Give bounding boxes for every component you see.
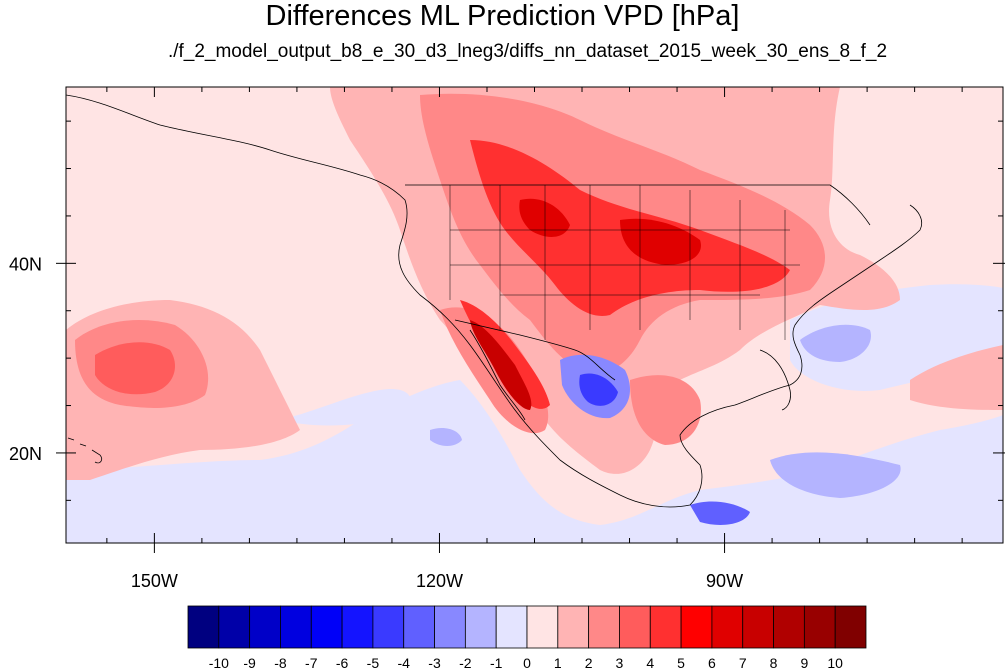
us-canada-border [405,184,871,226]
x-tick-label: 150W [131,571,178,591]
colorbar-swatch [187,605,220,649]
y-tick-label: 20N [9,444,42,464]
colorbar-swatch [434,605,466,649]
colorbar-label: -10 [208,655,229,671]
colorbar-swatch [803,605,836,649]
map-subtitle: ./f_2_model_output_b8_e_30_d3_lneg3/diff… [167,41,888,62]
colorbar-label: 4 [646,655,655,671]
colorbar-swatch [742,605,774,649]
colorbar-label: -3 [428,655,441,671]
contour-1-atlantic-east [910,345,1003,410]
colorbar-label: 8 [769,655,778,671]
contour-neg5-texas-core [579,373,618,406]
coastlines-and-borders [66,94,923,508]
colorbar [187,605,867,649]
colorbar-label: -9 [243,655,256,671]
colorbar-label: -4 [397,655,410,671]
colorbar-label: 0 [523,655,531,671]
contour-neg2-pacific-mexico [430,428,462,446]
colorbar-swatch [218,605,251,649]
colorbar-label: -6 [335,655,349,671]
colorbar-label: 9 [800,655,809,671]
contour-3-gulf [630,375,701,445]
colorbar-swatch [372,605,405,649]
axis-ticks: 150W 120W 90W 20N 40N [9,87,1005,591]
contour-neg4-caribbean [690,501,750,525]
colorbar-swatch [249,605,281,649]
colorbar-swatch [557,605,590,649]
x-tick-label: 120W [416,571,463,591]
colorbar-label: 6 [708,655,716,671]
contour-neg2-caribbean [770,452,901,498]
state-lines [449,185,800,340]
hawaii-islands [67,437,103,464]
colorbar-swatch [680,605,713,649]
contour-7-nebraska [519,198,570,237]
field-contours [66,87,1003,543]
colorbar-swatch [711,605,744,649]
colorbar-swatch [464,605,497,649]
north-america-coastline [66,94,923,508]
colorbar-swatch [834,605,867,649]
colorbar-label: -2 [459,655,472,671]
colorbar-label: 7 [738,655,747,671]
florida [759,349,791,411]
contour-neg2-florida [800,324,871,362]
colorbar-label: 5 [677,655,685,671]
us-mexico-border [454,319,616,381]
contour-neg1-pacific-south [280,389,411,426]
colorbar-swatch [403,605,435,649]
contour-8-california [470,320,532,410]
colorbar-swatch [280,605,312,649]
colorbar-swatch [649,605,682,649]
map-title: Differences ML Prediction VPD [hPa] [265,0,740,32]
contour-5-pacific-core [95,342,175,395]
colorbar-swatch [619,605,651,649]
x-tick-label: 90W [706,571,743,591]
colorbar-label: -7 [305,655,318,671]
colorbar-label: 2 [584,655,593,671]
colorbar-swatch [526,605,559,649]
colorbar-label: -5 [366,655,380,671]
colorbar-swatch [773,605,805,649]
colorbar-swatch [341,605,374,649]
colorbar-label: 1 [553,655,562,671]
baja-california [469,329,526,421]
contour-neg1-eastern-pacific [66,380,1003,543]
colorbar-label: -1 [489,655,503,671]
colorbar-swatch [495,605,528,649]
colorbar-swatch [310,605,343,649]
colorbar-label: -8 [274,655,287,671]
colorbar-label: 10 [827,655,843,671]
colorbar-label: 3 [615,655,624,671]
y-tick-label: 40N [9,254,42,274]
colorbar-swatch [588,605,620,649]
